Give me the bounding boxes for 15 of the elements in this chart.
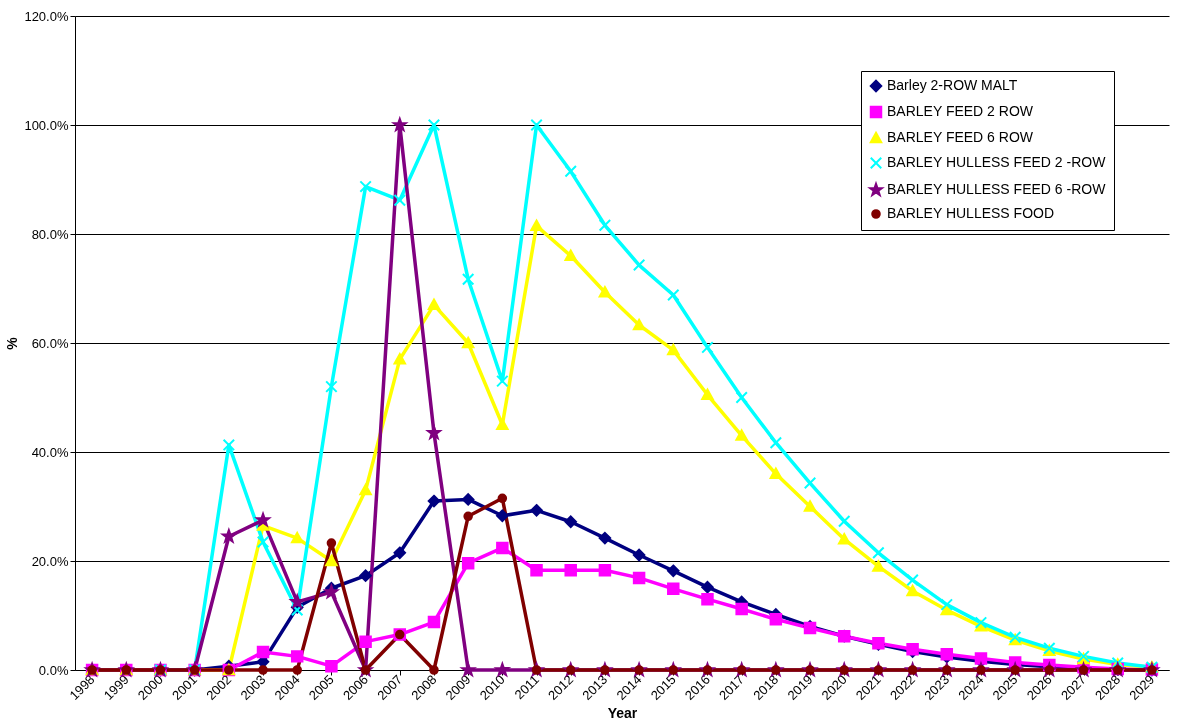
y-tick-label: 120.0% — [24, 8, 69, 24]
y-tick-label: 20.0% — [31, 553, 69, 569]
legend-label: BARLEY FEED 6 ROW — [887, 129, 1034, 145]
y-tick-label: 40.0% — [31, 444, 69, 460]
y-axis-title: % — [4, 336, 21, 350]
legend-label: BARLEY FEED 2 ROW — [887, 103, 1034, 119]
y-tick-label: 60.0% — [31, 335, 69, 351]
x-axis-title: Year — [607, 704, 638, 721]
y-tick-label: 80.0% — [31, 226, 69, 242]
legend-label: BARLEY HULLESS FOOD — [887, 205, 1055, 221]
y-tick-label: 100.0% — [24, 117, 69, 133]
legend-label: BARLEY HULLESS FEED 6 -ROW — [887, 181, 1107, 197]
y-tick-label: 0.0% — [38, 662, 69, 678]
legend-label: BARLEY HULLESS FEED 2 -ROW — [887, 154, 1107, 170]
legend-label: Barley 2-ROW MALT — [887, 77, 1018, 93]
